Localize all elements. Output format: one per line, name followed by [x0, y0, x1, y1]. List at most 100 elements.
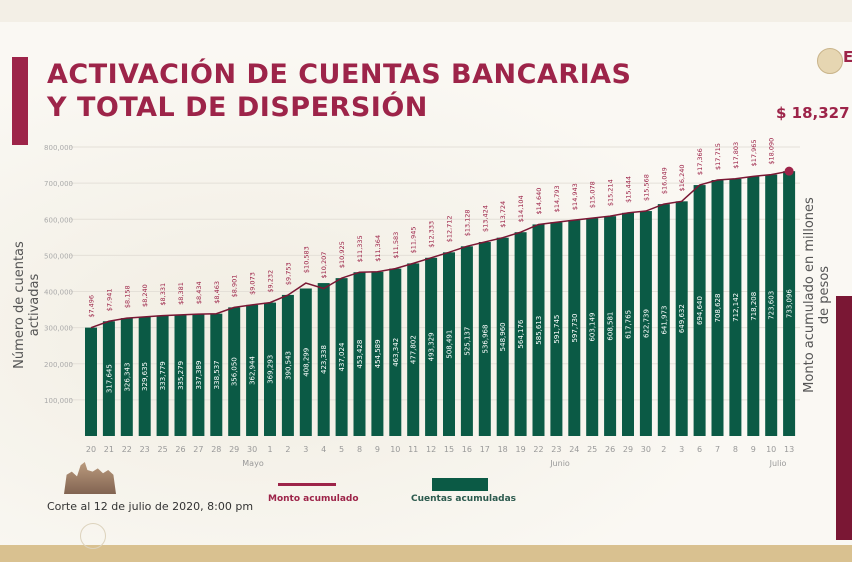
emblem-logo: [817, 48, 843, 74]
bar: [514, 232, 527, 436]
bar-value-label: 437,024: [338, 342, 346, 371]
month-label: Julio: [769, 459, 787, 468]
cutoff-note: Corte al 12 de julio de 2020, 8:00 pm: [47, 500, 254, 513]
monto-label: $8,434: [195, 281, 203, 304]
monto-label: $16,049: [660, 167, 668, 194]
bar: [317, 283, 330, 436]
x-tick-label: 30: [247, 445, 257, 454]
monto-label: $14,943: [571, 183, 579, 210]
bar: [353, 272, 366, 436]
y-tick-label: 100,000: [44, 397, 73, 405]
monto-endpoint: [784, 166, 794, 176]
bar: [120, 318, 133, 436]
x-tick-label: 26: [605, 445, 615, 454]
bar: [425, 257, 438, 436]
bar-value-label: 356,050: [231, 357, 239, 386]
bar: [299, 288, 312, 436]
y-tick-label: 600,000: [44, 216, 73, 224]
x-tick-label: 24: [569, 445, 579, 454]
logo-letter: E: [843, 48, 852, 66]
title-line-2: Y TOTAL DE DISPERSIÓN: [47, 92, 428, 123]
x-tick-label: 23: [551, 445, 561, 454]
bar-value-label: 708,628: [714, 294, 722, 323]
title-accent-bar: [12, 57, 28, 145]
monto-label: $8,158: [123, 285, 131, 308]
bar: [389, 268, 402, 436]
bar: [85, 327, 97, 436]
monto-label: $14,793: [553, 185, 561, 212]
monto-label: $9,753: [284, 262, 292, 285]
monto-label: $9,232: [267, 270, 275, 293]
title-line-1: ACTIVACIÓN DE CUENTAS BANCARIAS: [47, 59, 632, 90]
monto-label: $8,901: [231, 275, 239, 298]
bar-value-label: 723,603: [768, 291, 776, 320]
bar-value-label: 548,960: [499, 322, 507, 351]
bar: [210, 313, 223, 436]
x-tick-label: 20: [86, 445, 96, 454]
legend-monto: Monto acumulado: [268, 494, 359, 504]
x-tick-label: 16: [462, 445, 472, 454]
bar: [478, 242, 491, 436]
x-tick-label: 2: [285, 445, 290, 454]
bar: [765, 174, 778, 436]
bar: [586, 218, 599, 436]
bar-value-label: 493,329: [428, 332, 436, 361]
monto-label: $11,364: [374, 235, 382, 262]
bar: [228, 307, 241, 436]
bar-value-label: 694,640: [696, 296, 704, 325]
x-tick-label: 9: [375, 445, 380, 454]
x-tick-label: 21: [104, 445, 114, 454]
monto-label: $15,444: [625, 176, 633, 203]
monto-label: $15,568: [642, 174, 650, 201]
monto-label: $14,640: [535, 188, 543, 215]
bar: [693, 185, 706, 436]
bar-value-label: 337,389: [195, 361, 203, 390]
bar: [604, 216, 617, 436]
x-tick-label: 5: [339, 445, 344, 454]
seal-watermark: [80, 523, 106, 549]
monto-line: [90, 170, 790, 329]
bar-value-label: 463,342: [392, 338, 400, 367]
right-accent-bar: [836, 296, 852, 540]
bar-value-label: 338,537: [213, 360, 221, 389]
monto-label: $11,583: [392, 232, 400, 259]
bar-value-label: 641,973: [660, 306, 668, 335]
x-tick-label: 6: [697, 445, 702, 454]
bar-value-label: 362,944: [249, 355, 257, 384]
x-tick-label: 25: [587, 445, 597, 454]
bar-value-label: 536,968: [481, 325, 489, 354]
bar: [335, 278, 348, 436]
y-tick-label: 500,000: [44, 252, 73, 260]
monto-label: $13,128: [463, 209, 471, 236]
bar-value-label: 453,428: [356, 340, 364, 369]
legend-cuentas: Cuentas acumuladas: [411, 494, 517, 504]
x-tick-label: 27: [193, 445, 203, 454]
bar-value-label: 597,730: [571, 314, 579, 343]
x-tick-label: 7: [715, 445, 720, 454]
footer-band: [0, 545, 852, 562]
x-tick-label: 19: [516, 445, 526, 454]
monto-label: $17,803: [732, 142, 740, 169]
x-tick-label: 2: [661, 445, 666, 454]
x-tick-label: 28: [211, 445, 221, 454]
monto-label: $7,496: [88, 295, 96, 318]
monto-label: $17,366: [696, 148, 704, 175]
bar: [371, 271, 384, 436]
bar-value-label: 591,745: [553, 315, 561, 344]
bar: [102, 321, 115, 436]
bar-value-label: 622,739: [642, 309, 650, 338]
bar-value-label: 525,137: [463, 327, 471, 356]
bar: [639, 211, 652, 436]
monto-label: $11,945: [410, 227, 418, 254]
y-tick-label: 300,000: [44, 325, 73, 333]
x-tick-label: 25: [158, 445, 168, 454]
bar: [443, 252, 455, 436]
monto-label: $13,424: [481, 205, 489, 232]
monto-label: $13,724: [499, 201, 507, 228]
y-tick-label: 400,000: [44, 289, 73, 297]
x-tick-label: 3: [303, 445, 308, 454]
x-tick-label: 4: [321, 445, 326, 454]
bar-value-label: 333,779: [159, 361, 167, 390]
bar: [496, 237, 509, 436]
monto-label: $15,214: [607, 179, 615, 206]
